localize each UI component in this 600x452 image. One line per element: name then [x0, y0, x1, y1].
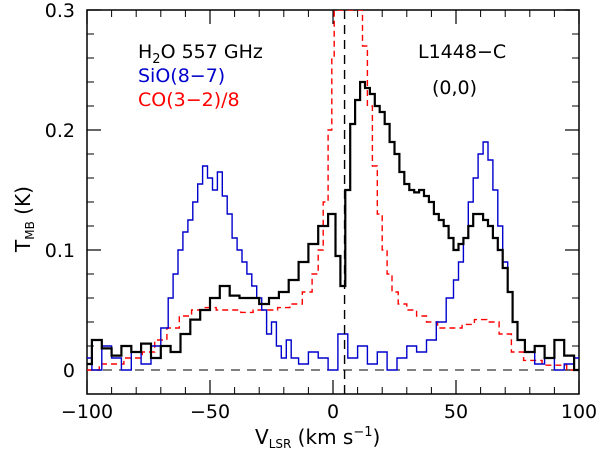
x-tick-label: 0 [327, 401, 339, 423]
legend-h2o-sub: 2 [152, 52, 160, 67]
series-layer [87, 10, 579, 394]
annotation-source: L1448−C [418, 41, 506, 63]
y-tick-label: 0.2 [45, 120, 75, 142]
x-axis-label: VLSR (km s−1) [255, 425, 380, 451]
x-tick-label: 50 [444, 401, 468, 423]
y-tick-label: 0.1 [45, 240, 75, 262]
x-axis-label-sub: LSR [269, 437, 292, 451]
x-axis-label-rest: (km s [291, 425, 353, 449]
x-tick-label: 100 [561, 401, 597, 423]
series-h2o-557-ghz [87, 80, 579, 372]
y-axis-label-main: T [11, 239, 35, 253]
x-axis-label-sup: −1 [353, 425, 372, 440]
y-axis-label-sub: MB [23, 221, 37, 240]
legend-sio: SiO(8−7) [138, 65, 225, 87]
x-axis-label-main: V [255, 425, 269, 449]
x-tick-label: −100 [61, 401, 113, 423]
legend-co: CO(3−2)/8 [138, 89, 240, 111]
series-co-3-2-8 [87, 10, 579, 371]
y-axis-label: TMB (K) [11, 186, 37, 253]
series-sio-8-7 [87, 141, 579, 371]
annotation-position: (0,0) [432, 77, 477, 99]
y-tick-label: 0 [63, 360, 75, 382]
legend-h2o-suffix: O 557 GHz [161, 41, 263, 63]
tick-labels: −100 −50 0 50 100 0 0.1 0.2 0.3 [45, 0, 597, 423]
x-tick-label: −50 [190, 401, 230, 423]
y-tick-label: 0.3 [45, 0, 75, 22]
axis-ticks [86, 9, 580, 395]
y-axis-label-rest: (K) [11, 186, 35, 221]
x-axis-label-close: ) [373, 425, 381, 449]
legend-h2o-prefix: H [138, 41, 152, 63]
legend-h2o: H2O 557 GHz [138, 41, 263, 67]
